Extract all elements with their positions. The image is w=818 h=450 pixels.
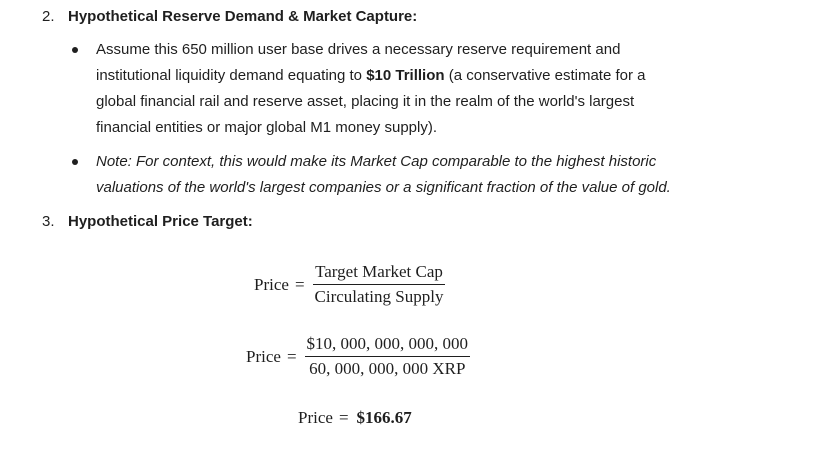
bullet-2-line-1: Note: For context, this would make its M… [96, 153, 657, 170]
section-heading: Hypothetical Price Target: [68, 213, 253, 230]
formula-price-values: Price = $10, 000, 000, 000, 000 60, 000,… [246, 334, 471, 379]
formula-price-result: Price = $166.67 [298, 408, 412, 428]
list-number: 3. [42, 213, 55, 230]
text-segment: institutional liquidity demand equating … [96, 67, 367, 84]
formula-lhs: Price [254, 274, 289, 294]
equals-sign: = [286, 346, 297, 366]
price-result: $166.67 [356, 408, 412, 427]
equals-sign: = [338, 408, 349, 427]
formula-price-definition: Price = Target Market Cap Circulating Su… [254, 262, 445, 307]
list-number: 2. [42, 8, 55, 25]
bullet-1-line-1: Assume this 650 million user base drives… [96, 41, 621, 58]
bullet-dot [72, 149, 80, 175]
fraction: $10, 000, 000, 000, 000 60, 000, 000, 00… [304, 334, 471, 379]
formula-lhs: Price [298, 408, 333, 427]
fraction: Target Market Cap Circulating Supply [313, 262, 446, 307]
list-item-3-header: 3. Hypothetical Price Target: [42, 209, 253, 235]
bullet-2-line-2: valuations of the world's largest compan… [96, 179, 671, 196]
bullet-1-line-2: institutional liquidity demand equating … [96, 63, 645, 89]
bullet-1-line-3: global financial rail and reserve asset,… [96, 93, 635, 110]
section-heading: Hypothetical Reserve Demand & Market Cap… [68, 8, 418, 25]
emphasis-amount: $10 Trillion [366, 67, 445, 84]
fraction-numerator: Target Market Cap [313, 262, 445, 285]
list-item-2-header: 2. Hypothetical Reserve Demand & Market C… [42, 4, 417, 30]
formula-lhs: Price [246, 346, 281, 366]
fraction-denominator: 60, 000, 000, 000 XRP [309, 359, 466, 378]
bullet-1-line-4: financial entities or major global M1 mo… [96, 119, 437, 136]
fraction-numerator: $10, 000, 000, 000, 000 [304, 334, 471, 357]
equals-sign: = [294, 274, 305, 294]
text-segment: (a conservative estimate for a [444, 67, 646, 84]
fraction-denominator: Circulating Supply [314, 287, 444, 306]
bullet-dot [72, 37, 80, 63]
